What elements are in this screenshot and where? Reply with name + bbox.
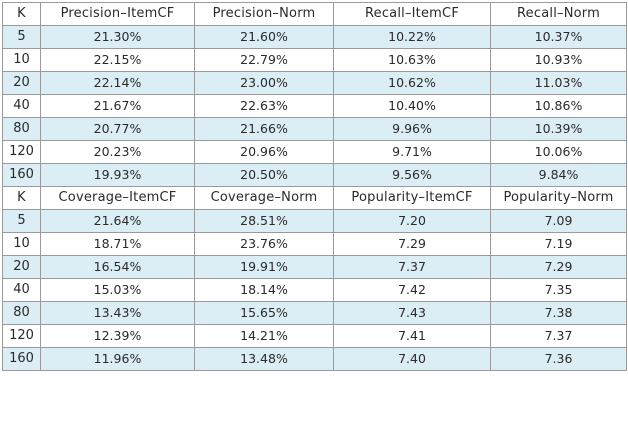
table-cell: 7.41 (333, 324, 491, 348)
header-cell: Recall–ItemCF (333, 2, 491, 26)
k-cell: 10 (2, 232, 41, 256)
table-row: 120 12.39% 14.21% 7.41 7.37 (2, 324, 627, 348)
k-cell: 160 (2, 347, 41, 371)
table-cell: 7.42 (333, 278, 491, 302)
table-cell: 12.39% (40, 324, 195, 348)
table-cell: 9.71% (333, 140, 491, 164)
table-cell: 22.79% (194, 48, 334, 72)
table-cell: 9.56% (333, 163, 491, 187)
table-row: 20 16.54% 19.91% 7.37 7.29 (2, 255, 627, 279)
k-cell: 120 (2, 324, 41, 348)
table-cell: 7.43 (333, 301, 491, 325)
table-cell: 28.51% (194, 209, 334, 233)
table-cell: 7.29 (333, 232, 491, 256)
table-row: 160 19.93% 20.50% 9.56% 9.84% (2, 163, 627, 187)
table-row: 40 21.67% 22.63% 10.40% 10.86% (2, 94, 627, 118)
table-cell: 20.77% (40, 117, 195, 141)
k-cell: 80 (2, 301, 41, 325)
table-row: 120 20.23% 20.96% 9.71% 10.06% (2, 140, 627, 164)
table-cell: 23.76% (194, 232, 334, 256)
table-cell: 22.15% (40, 48, 195, 72)
table-cell: 15.03% (40, 278, 195, 302)
results-table: K Precision–ItemCF Precision–Norm Recall… (2, 2, 627, 371)
table-cell: 22.14% (40, 71, 195, 95)
table-cell: 21.60% (194, 25, 334, 49)
table-cell: 10.62% (333, 71, 491, 95)
table-cell: 7.38 (490, 301, 627, 325)
k-cell: 160 (2, 163, 41, 187)
table-cell: 9.84% (490, 163, 627, 187)
header-cell: K (2, 186, 41, 210)
header-cell: K (2, 2, 41, 26)
table-cell: 10.86% (490, 94, 627, 118)
k-cell: 5 (2, 25, 41, 49)
table-cell: 7.36 (490, 347, 627, 371)
table-cell: 21.66% (194, 117, 334, 141)
table-row: 160 11.96% 13.48% 7.40 7.36 (2, 347, 627, 371)
k-cell: 40 (2, 94, 41, 118)
table-cell: 7.35 (490, 278, 627, 302)
table-cell: 7.29 (490, 255, 627, 279)
table-row: 5 21.30% 21.60% 10.22% 10.37% (2, 25, 627, 49)
table-cell: 13.48% (194, 347, 334, 371)
table-cell: 14.21% (194, 324, 334, 348)
header-row: K Coverage–ItemCF Coverage–Norm Populari… (2, 186, 627, 210)
table-cell: 7.19 (490, 232, 627, 256)
k-cell: 5 (2, 209, 41, 233)
table-cell: 7.37 (490, 324, 627, 348)
header-cell: Recall–Norm (490, 2, 627, 26)
table-cell: 15.65% (194, 301, 334, 325)
table-row: 10 22.15% 22.79% 10.63% 10.93% (2, 48, 627, 72)
header-cell: Coverage–ItemCF (40, 186, 195, 210)
header-cell: Precision–Norm (194, 2, 334, 26)
table-cell: 10.40% (333, 94, 491, 118)
table-cell: 10.93% (490, 48, 627, 72)
table-cell: 13.43% (40, 301, 195, 325)
table-cell: 20.23% (40, 140, 195, 164)
k-cell: 20 (2, 255, 41, 279)
table-row: 10 18.71% 23.76% 7.29 7.19 (2, 232, 627, 256)
table-row: 20 22.14% 23.00% 10.62% 11.03% (2, 71, 627, 95)
table-cell: 20.96% (194, 140, 334, 164)
header-cell: Coverage–Norm (194, 186, 334, 210)
table-cell: 18.71% (40, 232, 195, 256)
table-cell: 7.40 (333, 347, 491, 371)
table-cell: 10.22% (333, 25, 491, 49)
table-cell: 23.00% (194, 71, 334, 95)
table-cell: 21.64% (40, 209, 195, 233)
table-cell: 21.30% (40, 25, 195, 49)
table-cell: 19.91% (194, 255, 334, 279)
header-row: K Precision–ItemCF Precision–Norm Recall… (2, 2, 627, 26)
table-cell: 7.09 (490, 209, 627, 233)
table-row: 5 21.64% 28.51% 7.20 7.09 (2, 209, 627, 233)
k-cell: 20 (2, 71, 41, 95)
table-cell: 11.03% (490, 71, 627, 95)
table-cell: 19.93% (40, 163, 195, 187)
table-row: 40 15.03% 18.14% 7.42 7.35 (2, 278, 627, 302)
table-cell: 9.96% (333, 117, 491, 141)
table-cell: 10.37% (490, 25, 627, 49)
table-cell: 10.06% (490, 140, 627, 164)
header-cell: Popularity–ItemCF (333, 186, 491, 210)
table-cell: 22.63% (194, 94, 334, 118)
table-cell: 16.54% (40, 255, 195, 279)
header-cell: Popularity–Norm (490, 186, 627, 210)
k-cell: 80 (2, 117, 41, 141)
table-cell: 7.20 (333, 209, 491, 233)
header-cell: Precision–ItemCF (40, 2, 195, 26)
table-cell: 18.14% (194, 278, 334, 302)
table-cell: 20.50% (194, 163, 334, 187)
table-cell: 11.96% (40, 347, 195, 371)
k-cell: 10 (2, 48, 41, 72)
k-cell: 120 (2, 140, 41, 164)
table-cell: 10.39% (490, 117, 627, 141)
table-cell: 10.63% (333, 48, 491, 72)
k-cell: 40 (2, 278, 41, 302)
table-cell: 7.37 (333, 255, 491, 279)
table-row: 80 20.77% 21.66% 9.96% 10.39% (2, 117, 627, 141)
table-cell: 21.67% (40, 94, 195, 118)
table-row: 80 13.43% 15.65% 7.43 7.38 (2, 301, 627, 325)
